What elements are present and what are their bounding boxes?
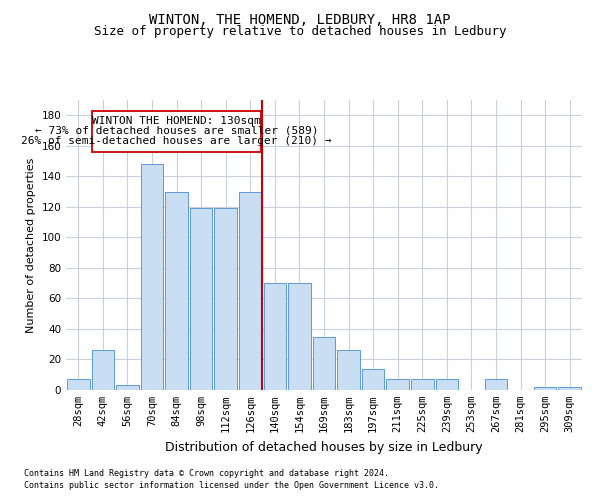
FancyBboxPatch shape [92, 110, 262, 152]
Text: 26% of semi-detached houses are larger (210) →: 26% of semi-detached houses are larger (… [22, 136, 332, 146]
Bar [190, 208, 212, 390]
Text: WINTON THE HOMEND: 130sqm: WINTON THE HOMEND: 130sqm [92, 116, 261, 126]
Bar [239, 192, 262, 390]
Text: Contains public sector information licensed under the Open Government Licence v3: Contains public sector information licen… [24, 481, 439, 490]
Text: ← 73% of detached houses are smaller (589): ← 73% of detached houses are smaller (58… [35, 126, 319, 136]
Bar [92, 350, 114, 390]
Bar [436, 380, 458, 390]
Bar [559, 387, 581, 390]
Bar [534, 387, 556, 390]
Bar [411, 380, 434, 390]
X-axis label: Distribution of detached houses by size in Ledbury: Distribution of detached houses by size … [165, 440, 483, 454]
Bar [313, 336, 335, 390]
Bar [214, 208, 237, 390]
Bar [362, 368, 385, 390]
Bar [485, 380, 508, 390]
Bar [67, 380, 89, 390]
Bar [165, 192, 188, 390]
Y-axis label: Number of detached properties: Number of detached properties [26, 158, 36, 332]
Text: WINTON, THE HOMEND, LEDBURY, HR8 1AP: WINTON, THE HOMEND, LEDBURY, HR8 1AP [149, 12, 451, 26]
Bar [263, 283, 286, 390]
Bar [386, 380, 409, 390]
Text: Size of property relative to detached houses in Ledbury: Size of property relative to detached ho… [94, 25, 506, 38]
Bar [288, 283, 311, 390]
Bar [337, 350, 360, 390]
Bar [140, 164, 163, 390]
Bar [116, 386, 139, 390]
Text: Contains HM Land Registry data © Crown copyright and database right 2024.: Contains HM Land Registry data © Crown c… [24, 468, 389, 477]
